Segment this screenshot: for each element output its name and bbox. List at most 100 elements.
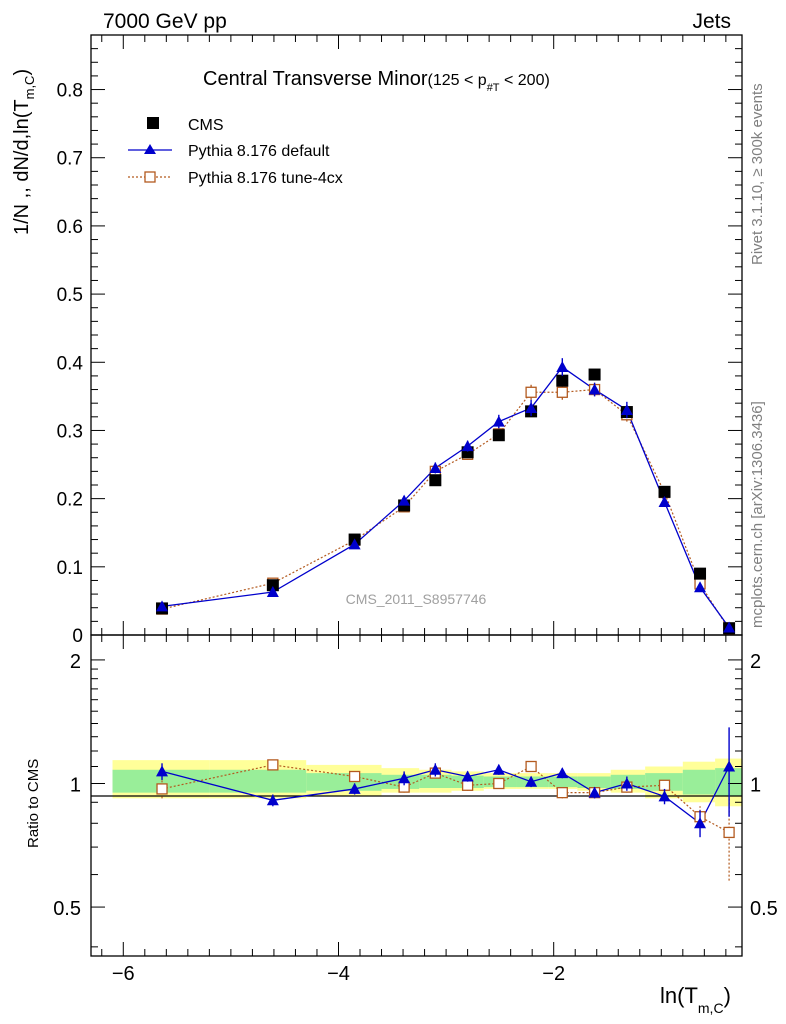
cms-point: [266, 579, 279, 592]
legend-label-tune: Pythia 8.176 tune-4cx: [188, 170, 343, 187]
default-point: [156, 600, 169, 612]
ratio-axis-ticks: 0.5 0.5 1 1 2 2 −6 −4 −2: [53, 635, 778, 985]
side-label-mcplots: mcplots.cern.ch [arXiv:1306.3436]: [749, 401, 766, 628]
ratio-y-tick-label-right: 1: [750, 774, 761, 796]
ratio-default-point: [398, 772, 411, 784]
ratio-default-point: [556, 767, 569, 779]
ratio-tune-point: [723, 826, 735, 839]
ratio-series-group: [156, 727, 736, 881]
main-series-group: [156, 358, 736, 636]
x-tick-label: −6: [112, 963, 135, 985]
default-point: [266, 586, 279, 598]
ratio-band-green: [209, 769, 307, 793]
tune-point: [525, 386, 537, 398]
chart-title: Central Transverse Minor(125 < p#T < 200…: [203, 68, 550, 94]
ratio-default-point: [156, 765, 169, 777]
ratio-band-green: [112, 769, 210, 793]
ratio-y-tick-label: 2: [70, 651, 81, 673]
ratio-y-axis-label: Ratio to CMS: [25, 759, 42, 848]
ratio-panel: 0.5 0.5 1 1 2 2 −6 −4 −2 Ratio to CMS ln(Tm,C): [25, 634, 778, 1016]
ratio-band-green: [306, 773, 382, 791]
main-y-tick-label: 0.1: [57, 558, 83, 579]
side-label-rivet: Rivet 3.1.10, ≥ 300k events: [749, 83, 766, 265]
ratio-default-point: [461, 770, 474, 782]
ratio-line-tune-4cx: [161, 764, 730, 833]
legend-label-cms: CMS: [188, 117, 224, 134]
ratio-tune-point: [267, 759, 279, 771]
main-y-tick-label: 0.7: [57, 149, 83, 170]
ratio-tune-point: [658, 779, 671, 791]
default-point: [723, 621, 736, 633]
ratio-default-point: [694, 817, 707, 829]
default-point: [588, 383, 601, 395]
ratio-tune-point: [493, 777, 505, 790]
analysis-watermark: CMS_2011_S8957746: [346, 591, 487, 607]
ratio-default-point: [492, 763, 505, 775]
default-point: [694, 581, 707, 593]
series-line-tune-4cx: [161, 388, 730, 630]
default-point: [556, 361, 569, 373]
cms-point: [658, 485, 671, 498]
series-line-default: [161, 366, 730, 628]
default-point: [620, 404, 633, 415]
ratio-band-green: [548, 776, 578, 788]
ratio-default-point: [658, 790, 671, 802]
main-panel: 0 0.1 0.2 0.3 0.4 0.5 0.6 0.7 0.8 Central Transv…: [11, 34, 743, 647]
main-axis-ticks: 0 0.1 0.2 0.3 0.4 0.5 0.6 0.7 0.8: [57, 35, 742, 647]
ratio-default-point: [588, 786, 601, 798]
cms-point: [694, 567, 707, 580]
ratio-default-point: [429, 763, 442, 775]
ratio-line-default: [161, 766, 730, 825]
ratio-y-tick-label-right: 2: [750, 651, 761, 673]
cms-point: [429, 474, 442, 487]
ratio-tune-point: [556, 786, 568, 799]
default-point: [492, 415, 505, 427]
ratio-tune-point: [156, 783, 168, 795]
x-tick-label: −2: [542, 963, 565, 985]
header-right: Jets: [692, 10, 731, 33]
cms-point: [556, 374, 569, 387]
ratio-y-tick-label: 0.5: [53, 898, 81, 920]
ratio-default-point: [266, 794, 279, 806]
cms-point: [492, 429, 505, 442]
ratio-tune-point: [348, 770, 361, 783]
default-point: [398, 494, 411, 506]
ratio-y-tick-label-right: 0.5: [750, 898, 778, 920]
legend: CMS Pythia 8.176 default Pythia 8.176 tu…: [128, 117, 343, 187]
main-y-axis-label: 1/N ,, dN/d,ln(Tm,C): [11, 69, 37, 235]
default-point: [348, 538, 361, 550]
ratio-band-green: [682, 769, 716, 795]
legend-marker-cms: [147, 117, 159, 129]
ratio-tune-point: [461, 779, 474, 791]
x-axis-label: ln(Tm,C): [660, 983, 731, 1016]
ratio-default-point: [723, 760, 736, 772]
ratio-band-green: [419, 774, 452, 789]
main-y-tick-label: 0.6: [57, 217, 83, 238]
ratio-default-point: [348, 782, 361, 794]
default-point: [461, 440, 474, 452]
main-y-tick-label: 0.8: [57, 81, 83, 102]
legend-label-default: Pythia 8.176 default: [188, 143, 330, 160]
default-point: [525, 401, 538, 413]
default-point: [429, 461, 442, 473]
main-y-tick-label: 0.3: [57, 421, 83, 442]
ratio-default-point: [620, 777, 633, 789]
x-tick-label: −4: [327, 963, 350, 985]
cms-point: [588, 368, 601, 381]
ratio-uncertainty-bands: [112, 758, 742, 807]
main-y-tick-label: 0.2: [57, 490, 83, 511]
legend-marker-tune: [144, 171, 156, 183]
legend-marker-default: [144, 144, 156, 154]
ratio-band-green: [577, 776, 611, 789]
ratio-panel-frame: [90, 634, 743, 957]
main-y-tick-label: 0.5: [57, 285, 83, 306]
ratio-y-tick-label: 1: [70, 774, 81, 796]
ratio-default-point: [525, 775, 538, 787]
header-left: 7000 GeV pp: [103, 10, 227, 33]
main-y-tick-label: 0.4: [57, 353, 84, 374]
main-y-tick-label: 0: [72, 626, 83, 647]
default-point: [658, 496, 671, 508]
ratio-tune-point: [525, 760, 537, 773]
tune-point: [556, 386, 568, 398]
